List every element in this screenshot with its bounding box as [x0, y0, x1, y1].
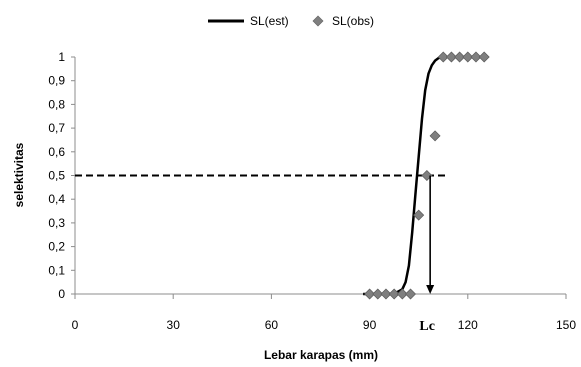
series-sl-obs-points — [364, 51, 490, 300]
y-tick-label: 0,7 — [48, 121, 65, 135]
obs-point — [429, 130, 441, 142]
obs-point — [462, 51, 474, 63]
y-tick-label: 0,2 — [48, 240, 65, 254]
x-tick-label: 0 — [72, 318, 79, 332]
y-tick-label: 1 — [58, 50, 65, 64]
obs-point — [405, 288, 417, 300]
obs-point — [470, 51, 482, 63]
obs-point — [380, 288, 392, 300]
legend: SL(est) SL(obs) — [208, 14, 374, 28]
y-tick-label: 0,3 — [48, 216, 65, 230]
x-tick-label: 60 — [265, 318, 279, 332]
obs-point — [364, 288, 376, 300]
y-tick-label: 0,9 — [48, 74, 65, 88]
y-tick-marks — [71, 56, 75, 295]
x-tick-label: 120 — [458, 318, 478, 332]
y-tick-label: 0 — [58, 287, 65, 301]
obs-point — [437, 51, 449, 63]
x-tick-label: 150 — [556, 318, 576, 332]
y-tick-label: 0,4 — [48, 192, 65, 206]
y-axis-title: selektivitas — [12, 142, 26, 207]
obs-point — [372, 288, 384, 300]
obs-point — [454, 51, 466, 63]
y-tick-labels: 0 0,1 0,2 0,3 0,4 0,5 0,6 0,7 0,8 0,9 1 — [48, 50, 65, 301]
lc-label: Lc — [419, 319, 435, 334]
x-axis-title: Lebar karapas (mm) — [264, 348, 378, 362]
lc-arrowhead — [426, 285, 435, 294]
y-tick-label: 0,6 — [48, 145, 65, 159]
obs-point — [396, 288, 408, 300]
x-tick-label: 30 — [167, 318, 181, 332]
x-tick-label: 90 — [363, 318, 377, 332]
x-tick-marks — [74, 294, 567, 299]
y-tick-label: 0,1 — [48, 263, 65, 277]
legend-label-est: SL(est) — [250, 14, 289, 28]
obs-point — [445, 51, 457, 63]
obs-point — [413, 209, 425, 221]
series-sl-est-line — [363, 55, 445, 296]
y-tick-label: 0,5 — [48, 169, 65, 183]
x-tick-labels: 0 30 60 90 120 150 — [72, 318, 577, 332]
y-tick-label: 0,8 — [48, 97, 65, 111]
obs-point — [478, 51, 490, 63]
legend-diamond-swatch — [312, 15, 324, 27]
obs-point — [388, 288, 400, 300]
legend-label-obs: SL(obs) — [332, 14, 374, 28]
